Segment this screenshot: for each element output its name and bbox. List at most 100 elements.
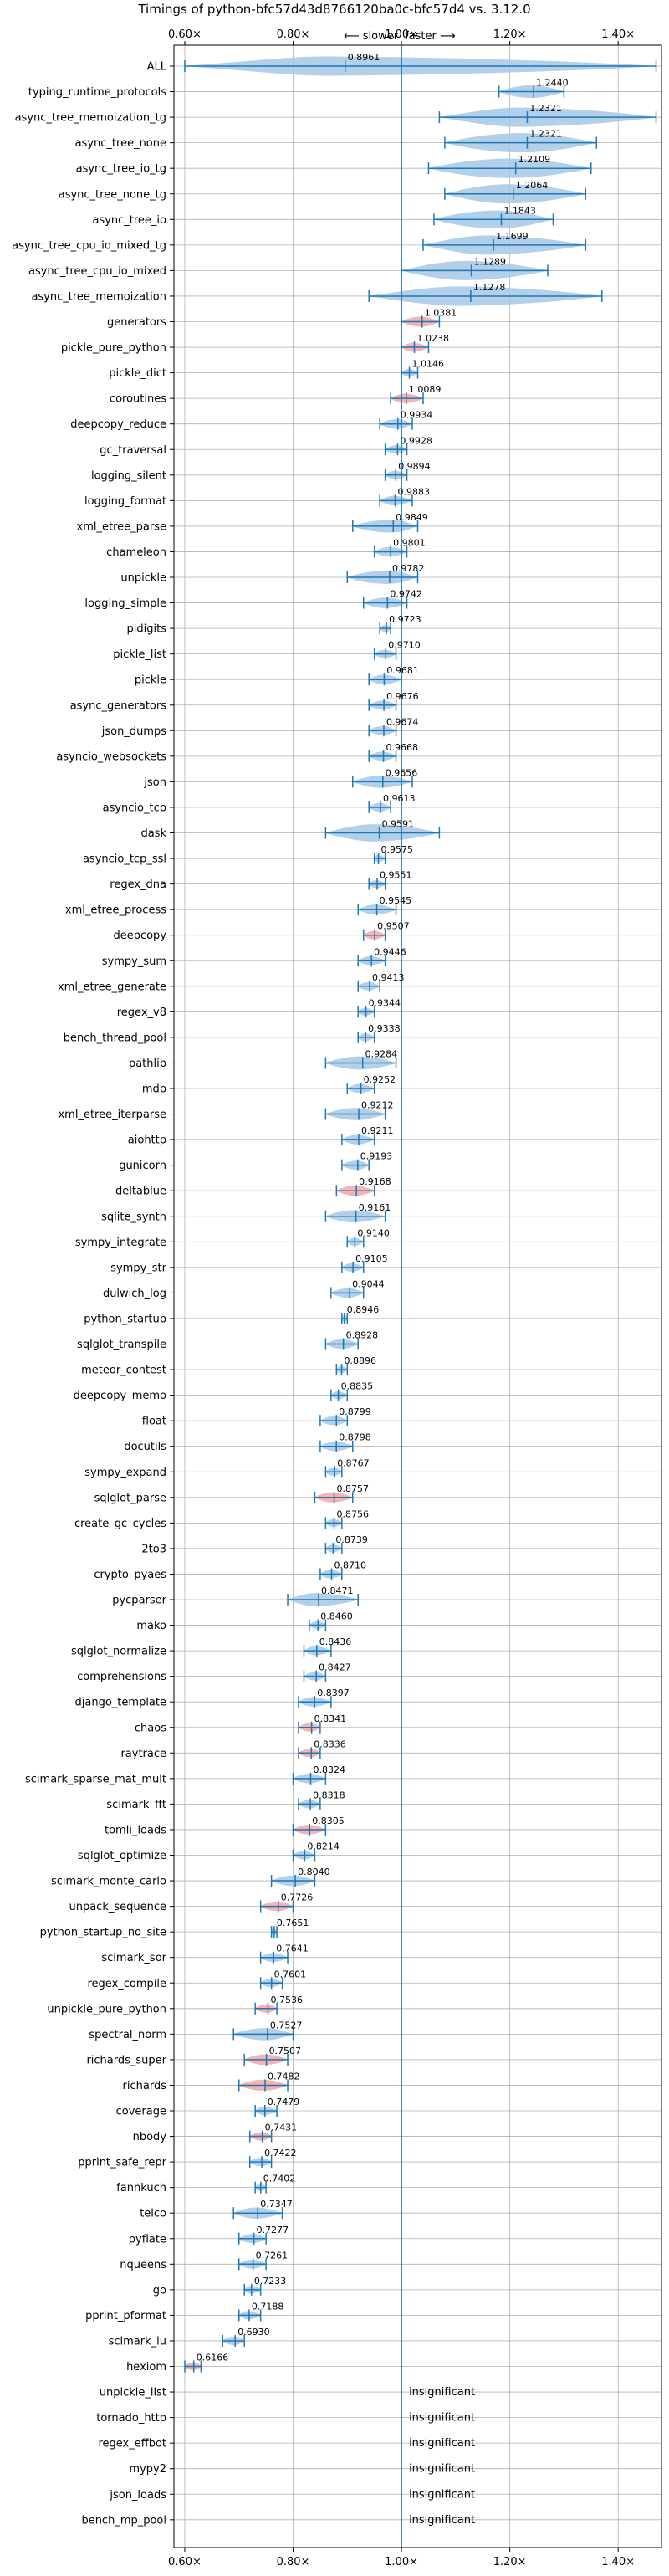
y-tick-label: scimark_sparse_mat_mult [25,1773,166,1785]
x-tick-label-bottom: 0.80× [277,2556,310,2568]
value-label: 0.6930 [237,2327,270,2338]
y-tick-label: hexiom [126,2361,166,2374]
y-tick-label: unpickle_pure_python [47,2003,166,2015]
y-tick-label: async_generators [70,699,167,712]
y-tick-label: unpickle_list [100,2387,166,2399]
y-tick-label: json_loads [109,2489,166,2502]
y-tick-label: deepcopy_reduce [70,418,166,431]
x-tick-label-top: 1.00× [385,28,418,41]
y-tick-label: tornado_http [96,2412,166,2425]
value-label: 0.9681 [386,665,419,676]
y-tick-label: async_tree_memoization [31,290,166,303]
y-tick-label: async_tree_io [92,214,166,227]
y-tick-label: pidigits [127,623,167,636]
y-tick-label: xml_etree_iterparse [58,1109,166,1121]
value-label: 0.9168 [359,1176,391,1187]
y-tick-label: docutils [124,1441,166,1453]
slower-label: ⟵ slower [344,30,399,43]
y-tick-label: coroutines [110,393,166,406]
y-tick-label: async_tree_cpu_io_mixed [28,265,166,278]
value-label: 0.9140 [357,1227,390,1238]
value-label: 0.9413 [372,972,405,983]
value-label: 0.7402 [263,2174,296,2184]
value-label: 0.7651 [277,1918,309,1928]
y-tick-label: python_startup_no_site [40,1927,166,1939]
value-label: 0.7422 [264,2148,297,2159]
value-label: 0.8318 [313,1790,345,1800]
value-label: 1.2321 [529,129,562,140]
value-label: 0.7482 [268,2071,300,2082]
value-label: 0.9338 [368,1023,401,1034]
y-tick-label: fannkuch [116,2182,166,2194]
y-tick-label: sqlglot_normalize [71,1646,166,1658]
y-tick-label: spectral_norm [89,2029,166,2041]
y-tick-label: logging_format [84,495,166,508]
y-tick-label: pickle_list [113,648,166,661]
y-tick-label: scimark_sor [101,1952,166,1964]
y-tick-label: ALL [147,61,167,74]
value-label: 0.9284 [365,1048,398,1059]
y-tick-label: float [142,1416,166,1428]
y-tick-label: comprehensions [77,1671,166,1683]
y-tick-label: bench_mp_pool [81,2514,166,2527]
value-label: 0.7527 [270,2020,303,2031]
y-tick-label: regex_compile [87,1978,166,1990]
value-label: 0.7233 [254,2276,287,2287]
y-tick-label: pickle_dict [109,367,166,380]
value-label: 0.9674 [386,716,419,727]
y-tick-label: dask [140,827,166,840]
y-tick-label: nbody [133,2131,167,2143]
y-tick-label: aiohttp [128,1134,166,1147]
value-label: 1.2321 [529,103,562,114]
y-tick-label: xml_etree_parse [77,520,166,533]
value-label: 0.9591 [382,819,415,830]
value-label: 0.8397 [317,1687,350,1698]
y-tick-label: deepcopy_memo [74,1390,166,1402]
insignificant-label: insignificant [409,2514,475,2527]
insignificant-label: insignificant [409,2386,475,2399]
value-label: 0.7188 [252,2301,284,2312]
tick-layer: 0.60× 0.60× 0.80× 0.80× 1.00× 1.00× 1.20× 1.20×… [12,28,635,2568]
y-tick-label: create_gc_cycles [74,1518,166,1530]
value-label: 0.7431 [265,2123,298,2133]
value-label: 0.8471 [321,1585,354,1596]
insignificant-label: insignificant [409,2437,475,2450]
bar-layer [184,45,657,2548]
y-tick-label: json_dumps [101,725,166,738]
y-tick-label: async_tree_memoization_tg [15,112,166,125]
value-label: 0.9894 [398,461,430,472]
value-label: 1.0089 [409,384,442,395]
value-label: 0.8946 [347,1304,380,1315]
value-label: 0.9344 [369,997,401,1008]
y-tick-label: richards [123,2080,167,2092]
value-label: 0.7641 [276,1944,309,1954]
y-tick-label: raytrace [120,1748,166,1760]
y-tick-label: sqlglot_transpile [77,1339,166,1351]
y-tick-label: sympy_integrate [75,1237,166,1249]
y-tick-label: xml_etree_generate [58,981,166,993]
value-label: 1.0381 [425,308,457,319]
y-tick-label: scimark_monte_carlo [51,1876,166,1888]
y-tick-label: async_tree_cpu_io_mixed_tg [12,239,166,252]
y-tick-label: django_template [75,1697,166,1709]
y-tick-label: pycparser [112,1595,166,1607]
value-label: 0.9676 [386,691,419,702]
y-tick-label: generators [107,316,166,329]
value-label: 0.9575 [381,844,414,855]
value-label: 0.8324 [313,1764,345,1775]
x-tick-label-top: 1.20× [493,28,527,41]
value-label: 0.8739 [335,1534,368,1545]
y-tick-label: regex_v8 [117,1006,166,1019]
y-tick-label: asyncio_websockets [56,750,166,763]
y-tick-label: unpack_sequence [69,1901,166,1913]
value-label: 0.9849 [396,512,428,523]
x-tick-label-bottom: 1.40× [601,2556,635,2568]
plot-frame [173,44,662,2548]
value-label: 0.9668 [386,742,419,753]
value-label: 0.8460 [320,1611,353,1622]
value-label: 0.7726 [281,1892,314,1903]
value-label: 0.9934 [401,410,433,421]
value-label: 0.8961 [348,52,380,63]
chart-title: Timings of python-bfc57d43d8766120ba0c-b… [137,2,530,17]
value-label: 0.8835 [341,1381,374,1392]
